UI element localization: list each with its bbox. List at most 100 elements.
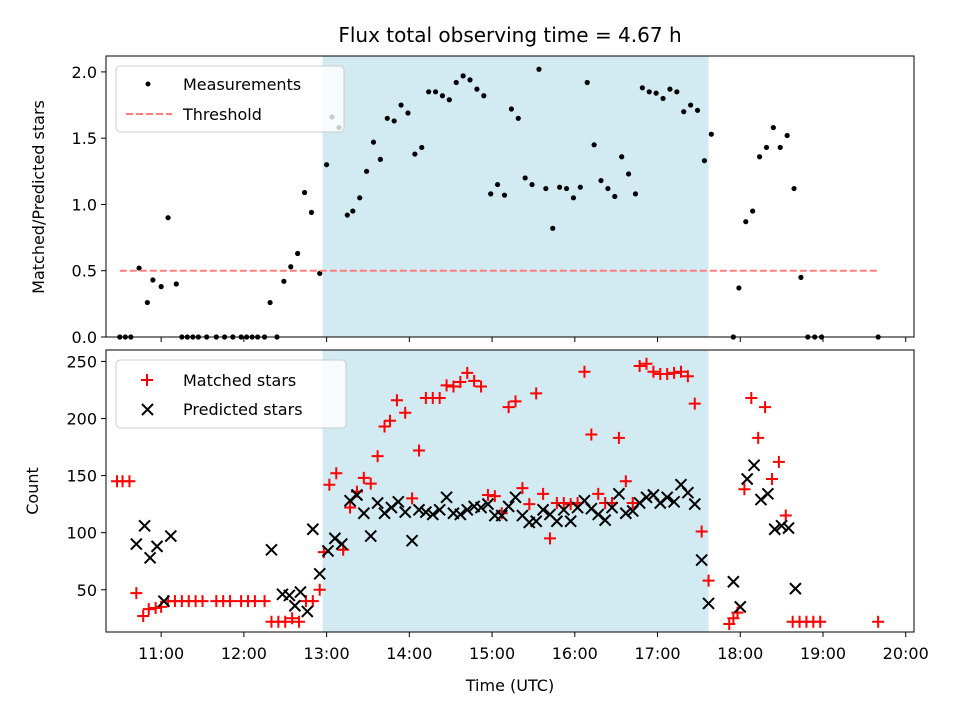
matched-stars-point bbox=[814, 615, 827, 628]
x-tick-label: 19:00 bbox=[800, 644, 846, 663]
measurements-point bbox=[350, 208, 356, 214]
predicted-stars-point bbox=[454, 508, 467, 521]
predicted-stars-point bbox=[640, 491, 653, 504]
measurements-point bbox=[550, 225, 556, 231]
predicted-stars-point bbox=[306, 523, 320, 536]
measurements-point bbox=[750, 208, 756, 214]
measurements-point bbox=[136, 265, 142, 271]
measurements-point bbox=[688, 102, 694, 108]
predicted-stars-point bbox=[702, 597, 715, 610]
measurements-point bbox=[543, 185, 549, 192]
measurements-point bbox=[674, 89, 680, 95]
matched-stars-point bbox=[224, 595, 237, 608]
y-axis-label-top: Matched/Predicted stars bbox=[29, 100, 48, 294]
measurements-point bbox=[288, 264, 294, 270]
matched-stars-point bbox=[688, 397, 701, 410]
predicted-stars-point bbox=[357, 507, 371, 520]
measurements-point bbox=[150, 277, 156, 283]
predicted-stars-point bbox=[688, 497, 701, 511]
measurements-point bbox=[756, 154, 763, 160]
measurements-point bbox=[357, 195, 363, 201]
top-panel: 0.00.51.01.52.0 Matched/Predicted stars … bbox=[29, 55, 915, 347]
measurements-point bbox=[570, 195, 577, 201]
predicted-stars-point bbox=[695, 553, 708, 567]
predicted-stars-point bbox=[557, 503, 570, 517]
matched-stars-point bbox=[461, 366, 474, 379]
predicted-stars-point bbox=[426, 508, 439, 521]
measurements-point bbox=[632, 191, 639, 197]
predicted-stars-point bbox=[502, 500, 515, 513]
measurements-point bbox=[364, 168, 370, 174]
matched-stars-point bbox=[149, 602, 162, 615]
measurements-point bbox=[708, 131, 714, 137]
matched-stars-point bbox=[123, 475, 136, 488]
predicted-stars-point bbox=[495, 509, 508, 522]
y-tick-label: 250 bbox=[66, 352, 97, 371]
predicted-stars-point bbox=[598, 513, 612, 527]
measurements-point bbox=[605, 185, 611, 192]
predicted-stars-point bbox=[660, 491, 674, 504]
predicted-stars-point bbox=[392, 495, 405, 509]
matched-stars-point bbox=[454, 375, 467, 388]
measurements-point bbox=[301, 189, 308, 196]
x-tick-label: 14:00 bbox=[386, 644, 432, 663]
predicted-stars-point bbox=[301, 605, 314, 618]
predicted-stars-point bbox=[157, 594, 171, 608]
shaded-interval bbox=[322, 56, 709, 337]
matched-stars-point bbox=[772, 455, 785, 468]
measurements-point bbox=[619, 154, 625, 160]
matched-stars-point bbox=[626, 496, 639, 509]
matched-stars-point bbox=[752, 431, 765, 444]
measurements-point bbox=[784, 132, 790, 139]
predicted-stars-point bbox=[461, 503, 474, 517]
matched-stars-point bbox=[196, 595, 209, 608]
bottom-panel: 50 100 150 200 250 11:00 12:00 13:00 14:00 15:00… bbox=[23, 349, 929, 695]
matched-stars-point bbox=[779, 509, 792, 522]
measurements-point bbox=[508, 106, 514, 112]
x-tick-label: 20:00 bbox=[883, 644, 929, 663]
predicted-stars-point bbox=[433, 503, 446, 517]
predicted-stars-point bbox=[481, 497, 495, 511]
matched-stars-point bbox=[384, 414, 397, 427]
measurements-point bbox=[494, 181, 501, 188]
matched-stars-point bbox=[371, 450, 384, 463]
matched-stars-point bbox=[516, 482, 529, 495]
matched-stars-point bbox=[433, 391, 446, 404]
matched-stars-point bbox=[509, 395, 522, 408]
predicted-stars-point bbox=[789, 582, 802, 595]
predicted-stars-point bbox=[564, 515, 577, 528]
matched-stars-point bbox=[440, 379, 453, 392]
measurements-point bbox=[405, 110, 411, 116]
matched-stars-point bbox=[130, 587, 143, 600]
matched-stars-point bbox=[364, 477, 377, 490]
matched-stars-point bbox=[306, 595, 319, 608]
predicted-stars-point bbox=[143, 551, 157, 564]
measurements-point bbox=[432, 89, 439, 95]
measurements-point bbox=[474, 86, 480, 92]
predicted-stars-point bbox=[775, 519, 788, 533]
measurements-point bbox=[384, 115, 390, 121]
measurements-point bbox=[529, 181, 535, 188]
y-axis-ticks-top: 0.0 0.5 1.0 1.5 2.0 bbox=[72, 63, 106, 347]
measurements-point bbox=[370, 139, 377, 145]
predicted-stars-point bbox=[509, 491, 522, 504]
y-tick-label: 150 bbox=[66, 467, 97, 486]
y-tick-label: 0.5 bbox=[72, 262, 97, 281]
measurements-point bbox=[317, 270, 323, 276]
predicted-stars-point bbox=[550, 515, 564, 528]
matched-stars-point bbox=[702, 574, 715, 587]
predicted-stars-point bbox=[350, 488, 364, 502]
predicted-stars-point bbox=[321, 544, 335, 558]
predicted-stars-point bbox=[761, 487, 775, 501]
matched-stars-point bbox=[674, 365, 687, 378]
y-tick-label: 200 bbox=[66, 410, 97, 429]
matched-stars-point bbox=[344, 501, 357, 514]
measurements-point bbox=[158, 284, 164, 290]
measurements-point bbox=[522, 175, 528, 181]
matched-stars-point bbox=[681, 370, 694, 383]
measurements-point bbox=[584, 79, 590, 86]
legend-top: Measurements Threshold bbox=[115, 65, 345, 133]
measurements-point bbox=[453, 79, 459, 86]
measurements-point bbox=[557, 184, 563, 190]
